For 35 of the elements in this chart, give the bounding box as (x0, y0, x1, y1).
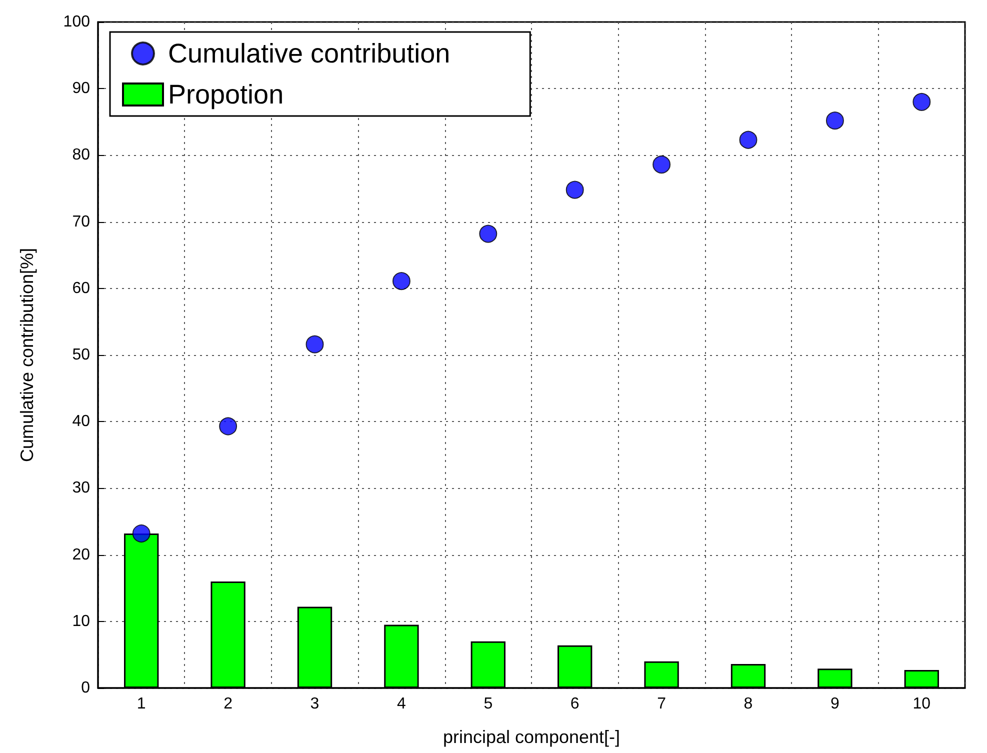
y-tick-label: 70 (72, 213, 90, 230)
y-tick-label: 40 (72, 413, 90, 430)
x-tick-label: 10 (912, 696, 931, 712)
y-tick-label: 60 (72, 280, 90, 297)
x-tick-label: 3 (310, 696, 320, 712)
x-tick-label: 4 (396, 696, 406, 712)
y-tick-label: 80 (72, 146, 90, 164)
point (306, 335, 324, 354)
x-tick-label: 8 (744, 696, 753, 712)
legend-label: Propotion (168, 80, 284, 110)
x-tick-label: 9 (830, 696, 840, 712)
x-tick-label: 1 (136, 696, 146, 712)
x-tick-label: 5 (484, 696, 493, 712)
y-tick-label: 90 (72, 80, 90, 98)
point (826, 112, 844, 130)
legend-label: Cumulative contribution (168, 38, 450, 68)
x-tick-label: 6 (570, 696, 580, 712)
x-tick-label: 2 (224, 696, 233, 712)
y-tick-label: 20 (72, 546, 90, 564)
point (739, 130, 758, 149)
y-tick-label: 50 (72, 346, 90, 364)
point (566, 180, 584, 199)
point (392, 272, 410, 290)
point (652, 156, 671, 174)
point (912, 92, 931, 111)
y-tick-label: 30 (72, 480, 90, 497)
y-tick-label: 100 (63, 14, 90, 30)
y-tick-label: 10 (72, 612, 90, 630)
point (132, 524, 150, 542)
point (219, 417, 238, 436)
y-axis-title: Cumulative contribution[%] (17, 248, 37, 462)
y-tick-label: 0 (81, 680, 90, 696)
point (479, 224, 498, 243)
x-tick-label: 7 (657, 696, 666, 712)
x-axis-title: principal component[-] (442, 727, 620, 747)
